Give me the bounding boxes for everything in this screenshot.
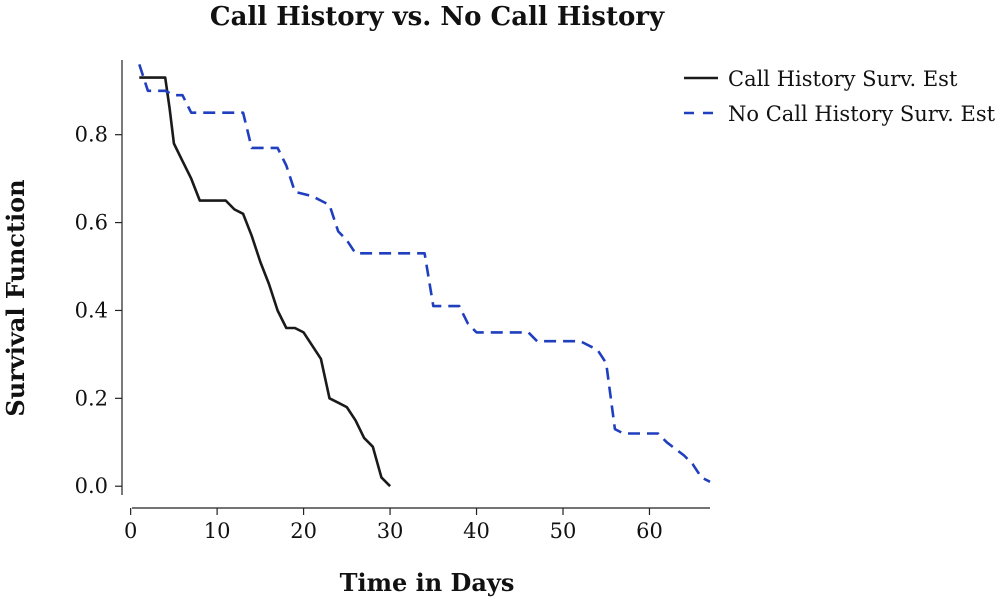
y-tick-label: 0.8 xyxy=(75,123,108,147)
x-tick-label: 60 xyxy=(636,519,663,543)
y-tick-label: 0.2 xyxy=(75,386,108,410)
x-axis: 0 10 20 30 40 50 60 xyxy=(124,507,710,543)
legend-label-call-history: Call History Surv. Est xyxy=(728,67,958,91)
x-tick-label: 50 xyxy=(550,519,577,543)
x-tick-label: 10 xyxy=(204,519,231,543)
x-tick-label: 20 xyxy=(290,519,317,543)
x-tick-label: 40 xyxy=(463,519,490,543)
series-layer xyxy=(138,63,711,488)
series-line-no-call-history xyxy=(138,63,711,483)
y-tick-label: 0.6 xyxy=(75,211,108,235)
y-axis: 0.0 0.2 0.4 0.6 0.8 xyxy=(75,60,123,498)
chart-title: Call History vs. No Call History xyxy=(210,2,665,32)
legend: Call History Surv. Est No Call History S… xyxy=(684,67,996,126)
y-tick-label: 0.4 xyxy=(75,298,108,322)
y-axis-label: Survival Function xyxy=(1,179,30,416)
series-line-call-history xyxy=(139,76,392,488)
y-tick-label: 0.0 xyxy=(75,474,108,498)
x-axis-label: Time in Days xyxy=(340,568,515,597)
legend-label-no-call-history: No Call History Surv. Est xyxy=(728,102,996,126)
x-tick-label: 30 xyxy=(377,519,404,543)
x-tick-label: 0 xyxy=(124,519,137,543)
